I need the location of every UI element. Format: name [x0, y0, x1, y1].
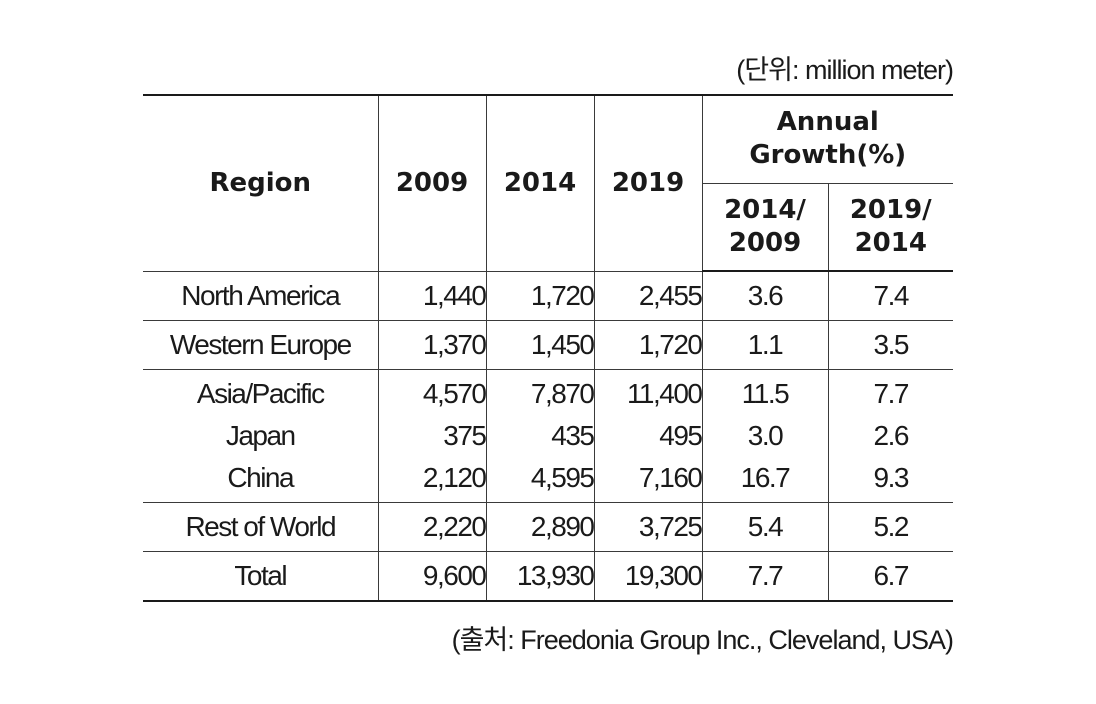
value-2019: 19,300	[593, 551, 703, 602]
value-2014: 1,720	[485, 270, 595, 321]
value-2014: 13,930	[485, 551, 595, 602]
value-2009: 1,440	[377, 270, 487, 321]
asia-pacific-2014: 7,870	[530, 378, 595, 409]
japan-2014: 435	[551, 420, 595, 451]
region-cell: North America	[143, 270, 379, 321]
value-2014: 1,450	[485, 320, 595, 370]
growth-2019-2014: 7.7 2.6 9.3	[827, 369, 953, 503]
region-japan: Japan	[225, 420, 296, 451]
japan-g2: 2.6	[873, 420, 910, 451]
value-2019: 3,725	[593, 502, 703, 552]
growth-2014-2009: 7.7	[701, 551, 829, 602]
region-china: China	[227, 462, 294, 493]
asia-pacific-g1: 11.5	[741, 378, 790, 409]
header-region: Region	[143, 94, 379, 272]
asia-pacific-2019: 11,400	[626, 378, 703, 409]
row-rest-of-world: Rest of World 2,220 2,890 3,725 5.4 5.2	[143, 502, 953, 552]
region-asia-pacific: Asia/Pacific	[196, 378, 325, 409]
value-2009: 1,370	[377, 320, 487, 370]
header-2009: 2009	[377, 94, 487, 272]
header-growth-2014-2009: 2014/ 2009	[702, 182, 829, 272]
value-2019: 1,720	[593, 320, 703, 370]
source-note: (출처: Freedonia Group Inc., Cleveland, US…	[451, 625, 954, 655]
japan-2009: 375	[443, 420, 487, 451]
growth-2019-2014: 3.5	[827, 320, 953, 370]
unit-note: (단위: million meter)	[736, 55, 954, 85]
japan-g1: 3.0	[747, 420, 784, 451]
value-2014: 7,870 435 4,595	[485, 369, 595, 503]
growth-2014-2009: 3.6	[701, 270, 829, 321]
header-annual-growth: Annual Growth(%)	[701, 94, 953, 184]
growth-2019-2014: 7.4	[827, 270, 953, 321]
asia-pacific-g2: 7.7	[873, 378, 910, 409]
growth-2014-2009: 1.1	[701, 320, 829, 370]
value-2009: 9,600	[377, 551, 487, 602]
asia-pacific-2009: 4,570	[422, 378, 487, 409]
china-2009: 2,120	[422, 462, 487, 493]
china-g1: 16.7	[740, 462, 791, 493]
china-2014: 4,595	[530, 462, 595, 493]
value-2009: 2,220	[377, 502, 487, 552]
japan-2019: 495	[659, 420, 703, 451]
china-g2: 9.3	[873, 462, 910, 493]
header-2019: 2019	[593, 94, 703, 272]
value-2019: 2,455	[593, 270, 703, 321]
region-cell: Asia/Pacific Japan China	[143, 369, 379, 503]
region-cell: Total	[143, 551, 379, 602]
region-cell: Rest of World	[143, 502, 379, 552]
value-2009: 4,570 375 2,120	[377, 369, 487, 503]
value-2019: 11,400 495 7,160	[593, 369, 703, 503]
value-2014: 2,890	[485, 502, 595, 552]
region-cell: Western Europe	[143, 320, 379, 370]
growth-2019-2014: 6.7	[827, 551, 953, 602]
row-western-europe: Western Europe 1,370 1,450 1,720 1.1 3.5	[143, 320, 953, 370]
row-asia-pacific-group: Asia/Pacific Japan China 4,570 375 2,120…	[143, 369, 953, 503]
growth-2019-2014: 5.2	[827, 502, 953, 552]
row-total: Total 9,600 13,930 19,300 7.7 6.7	[143, 551, 953, 602]
growth-2014-2009: 5.4	[701, 502, 829, 552]
row-north-america: North America 1,440 1,720 2,455 3.6 7.4	[143, 270, 953, 321]
header-2014: 2014	[485, 94, 595, 272]
data-table: Region 2009 2014 2019 Annual Growth(%) 2…	[143, 94, 953, 602]
growth-2014-2009: 11.5 3.0 16.7	[701, 369, 829, 503]
header-growth-2019-2014: 2019/ 2014	[827, 182, 953, 272]
china-2019: 7,160	[638, 462, 703, 493]
